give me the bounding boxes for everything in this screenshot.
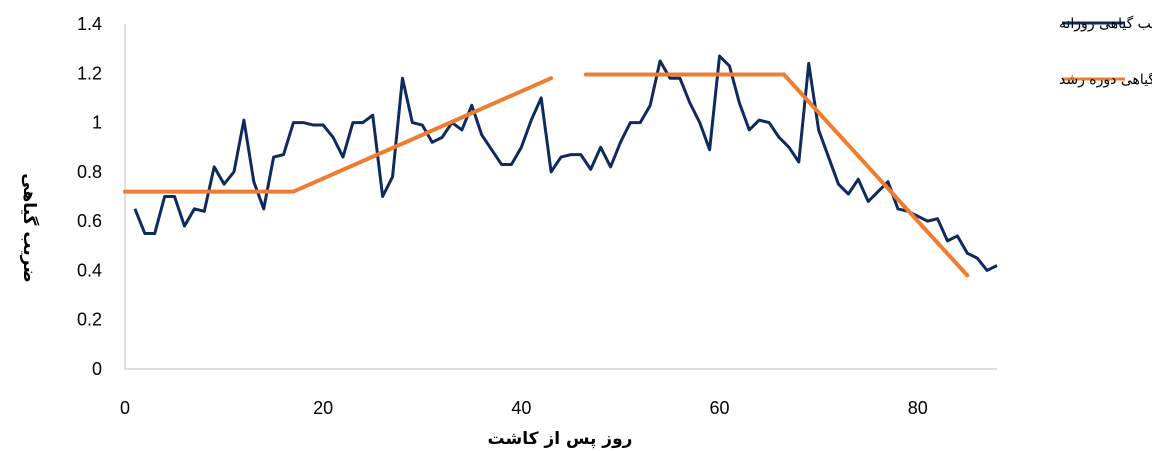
x-tick-label: 80 — [908, 398, 928, 418]
y-axis-title: ضریب گیاهی — [19, 173, 40, 283]
y-tick-label: 1 — [92, 113, 102, 133]
x-tick-labels: 0 20 40 60 80 — [120, 398, 928, 418]
y-tick-label: 1.2 — [77, 63, 102, 83]
y-tick-labels: 0 0.2 0.4 0.6 0.8 1 1.2 1.4 — [77, 14, 102, 379]
series-segment-stage-4 — [781, 72, 970, 278]
legend-label-daily: ضریب گیاهی روزانه — [1059, 15, 1152, 32]
series-segment-stage-2 — [291, 76, 554, 194]
legend: ضریب گیاهی روزانه ضریب گیاهی دوره رشد — [1059, 15, 1152, 88]
y-tick-label: 0.8 — [77, 162, 102, 182]
x-tick-label: 40 — [511, 398, 531, 418]
series-line-daily — [133, 54, 998, 272]
series-layer — [123, 54, 998, 278]
axes — [124, 24, 997, 370]
x-tick-label: 60 — [710, 398, 730, 418]
x-tick-label: 20 — [313, 398, 333, 418]
y-tick-label: 0 — [92, 359, 102, 379]
y-tick-label: 0.6 — [77, 211, 102, 231]
legend-label-stage: ضریب گیاهی دوره رشد — [1059, 71, 1152, 88]
y-tick-label: 0.2 — [77, 310, 102, 330]
x-tick-label: 0 — [120, 398, 130, 418]
y-tick-label: 0.4 — [77, 260, 102, 280]
y-tick-label: 1.4 — [77, 14, 102, 34]
x-axis-title: روز پس از کاشت — [488, 429, 633, 449]
